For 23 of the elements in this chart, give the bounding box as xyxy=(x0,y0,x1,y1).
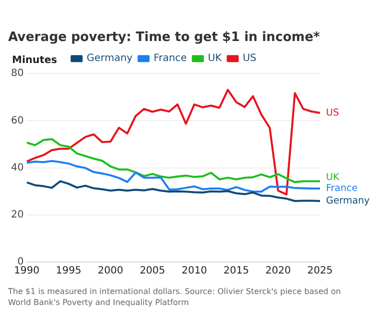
y-tick-label: 60 xyxy=(10,115,24,126)
x-tick-label: 1995 xyxy=(56,266,82,277)
text: Germany xyxy=(326,195,370,206)
legend-label: UK xyxy=(208,53,222,64)
x-tick-label: 2025 xyxy=(307,266,333,277)
y-tick-label: 20 xyxy=(10,209,24,220)
x-tick-label: 2010 xyxy=(182,266,208,277)
text: France xyxy=(326,182,358,194)
x-tick-label: 2000 xyxy=(98,266,124,277)
x-tick-label: 2005 xyxy=(140,266,166,277)
text: UK xyxy=(326,172,340,183)
y-tick-label: 40 xyxy=(10,162,24,174)
text: US xyxy=(326,107,339,118)
x-tick-label: 2020 xyxy=(265,266,291,277)
text: The $1 is measured in international dollars. Source: Olivier Sterck's piece based on World Bank's Poverty and Inequality Platform xyxy=(8,286,342,308)
legend-label: Germany xyxy=(86,53,133,64)
x-tick-label: 2015 xyxy=(223,266,249,277)
chart-title: Average poverty: Time to get $1 in income* xyxy=(8,30,320,46)
y-axis-title: Minutes xyxy=(12,55,58,66)
x-tick-label: 1990 xyxy=(14,266,40,277)
legend-label: France xyxy=(154,53,187,64)
y-tick-label: 80 xyxy=(10,68,24,80)
legend-label: US xyxy=(242,53,256,64)
